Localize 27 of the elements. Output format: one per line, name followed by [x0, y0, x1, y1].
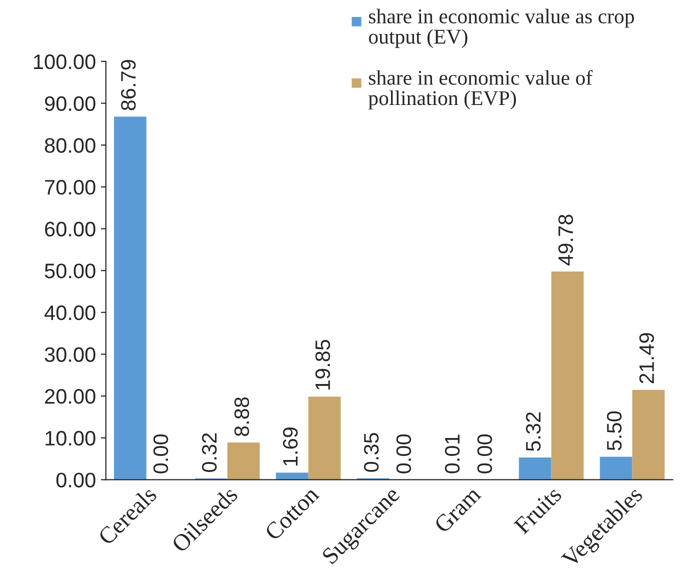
data-label: 21.49: [639, 333, 654, 384]
y-tick-label: 40.00: [44, 305, 96, 320]
data-label: 86.79: [121, 60, 136, 110]
legend-label: share in economic value of pollination (EVP): [368, 70, 593, 110]
data-label: 0.32: [202, 433, 217, 472]
data-label: 0.35: [364, 433, 379, 472]
y-tick-label: 30.00: [44, 347, 96, 362]
data-label: 49.78: [558, 214, 574, 266]
y-tick-label: 90.00: [44, 96, 96, 112]
data-label: 0.00: [477, 434, 492, 474]
data-label: 0.01: [444, 434, 460, 474]
data-label: 0.00: [153, 434, 168, 474]
y-tick-label: 50.00: [44, 264, 96, 278]
y-tick-label: 20.00: [45, 389, 96, 404]
y-tick-label: 100.00: [34, 54, 96, 70]
data-label: 5.32: [526, 412, 541, 452]
data-label: 19.85: [315, 340, 330, 390]
y-tick-label: 70.00: [45, 180, 96, 195]
data-label: 0.00: [396, 434, 412, 474]
legend-label: share in economic value as crop output (EV): [368, 8, 634, 48]
y-tick-label: 60.00: [45, 222, 96, 236]
data-label: 8.88: [234, 397, 250, 436]
data-label: 1.69: [282, 428, 298, 466]
y-tick-label: 0.00: [56, 472, 96, 488]
y-tick-label: 10.00: [46, 430, 96, 446]
y-tick-label: 80.00: [44, 138, 96, 153]
data-label: 5.50: [606, 411, 622, 450]
